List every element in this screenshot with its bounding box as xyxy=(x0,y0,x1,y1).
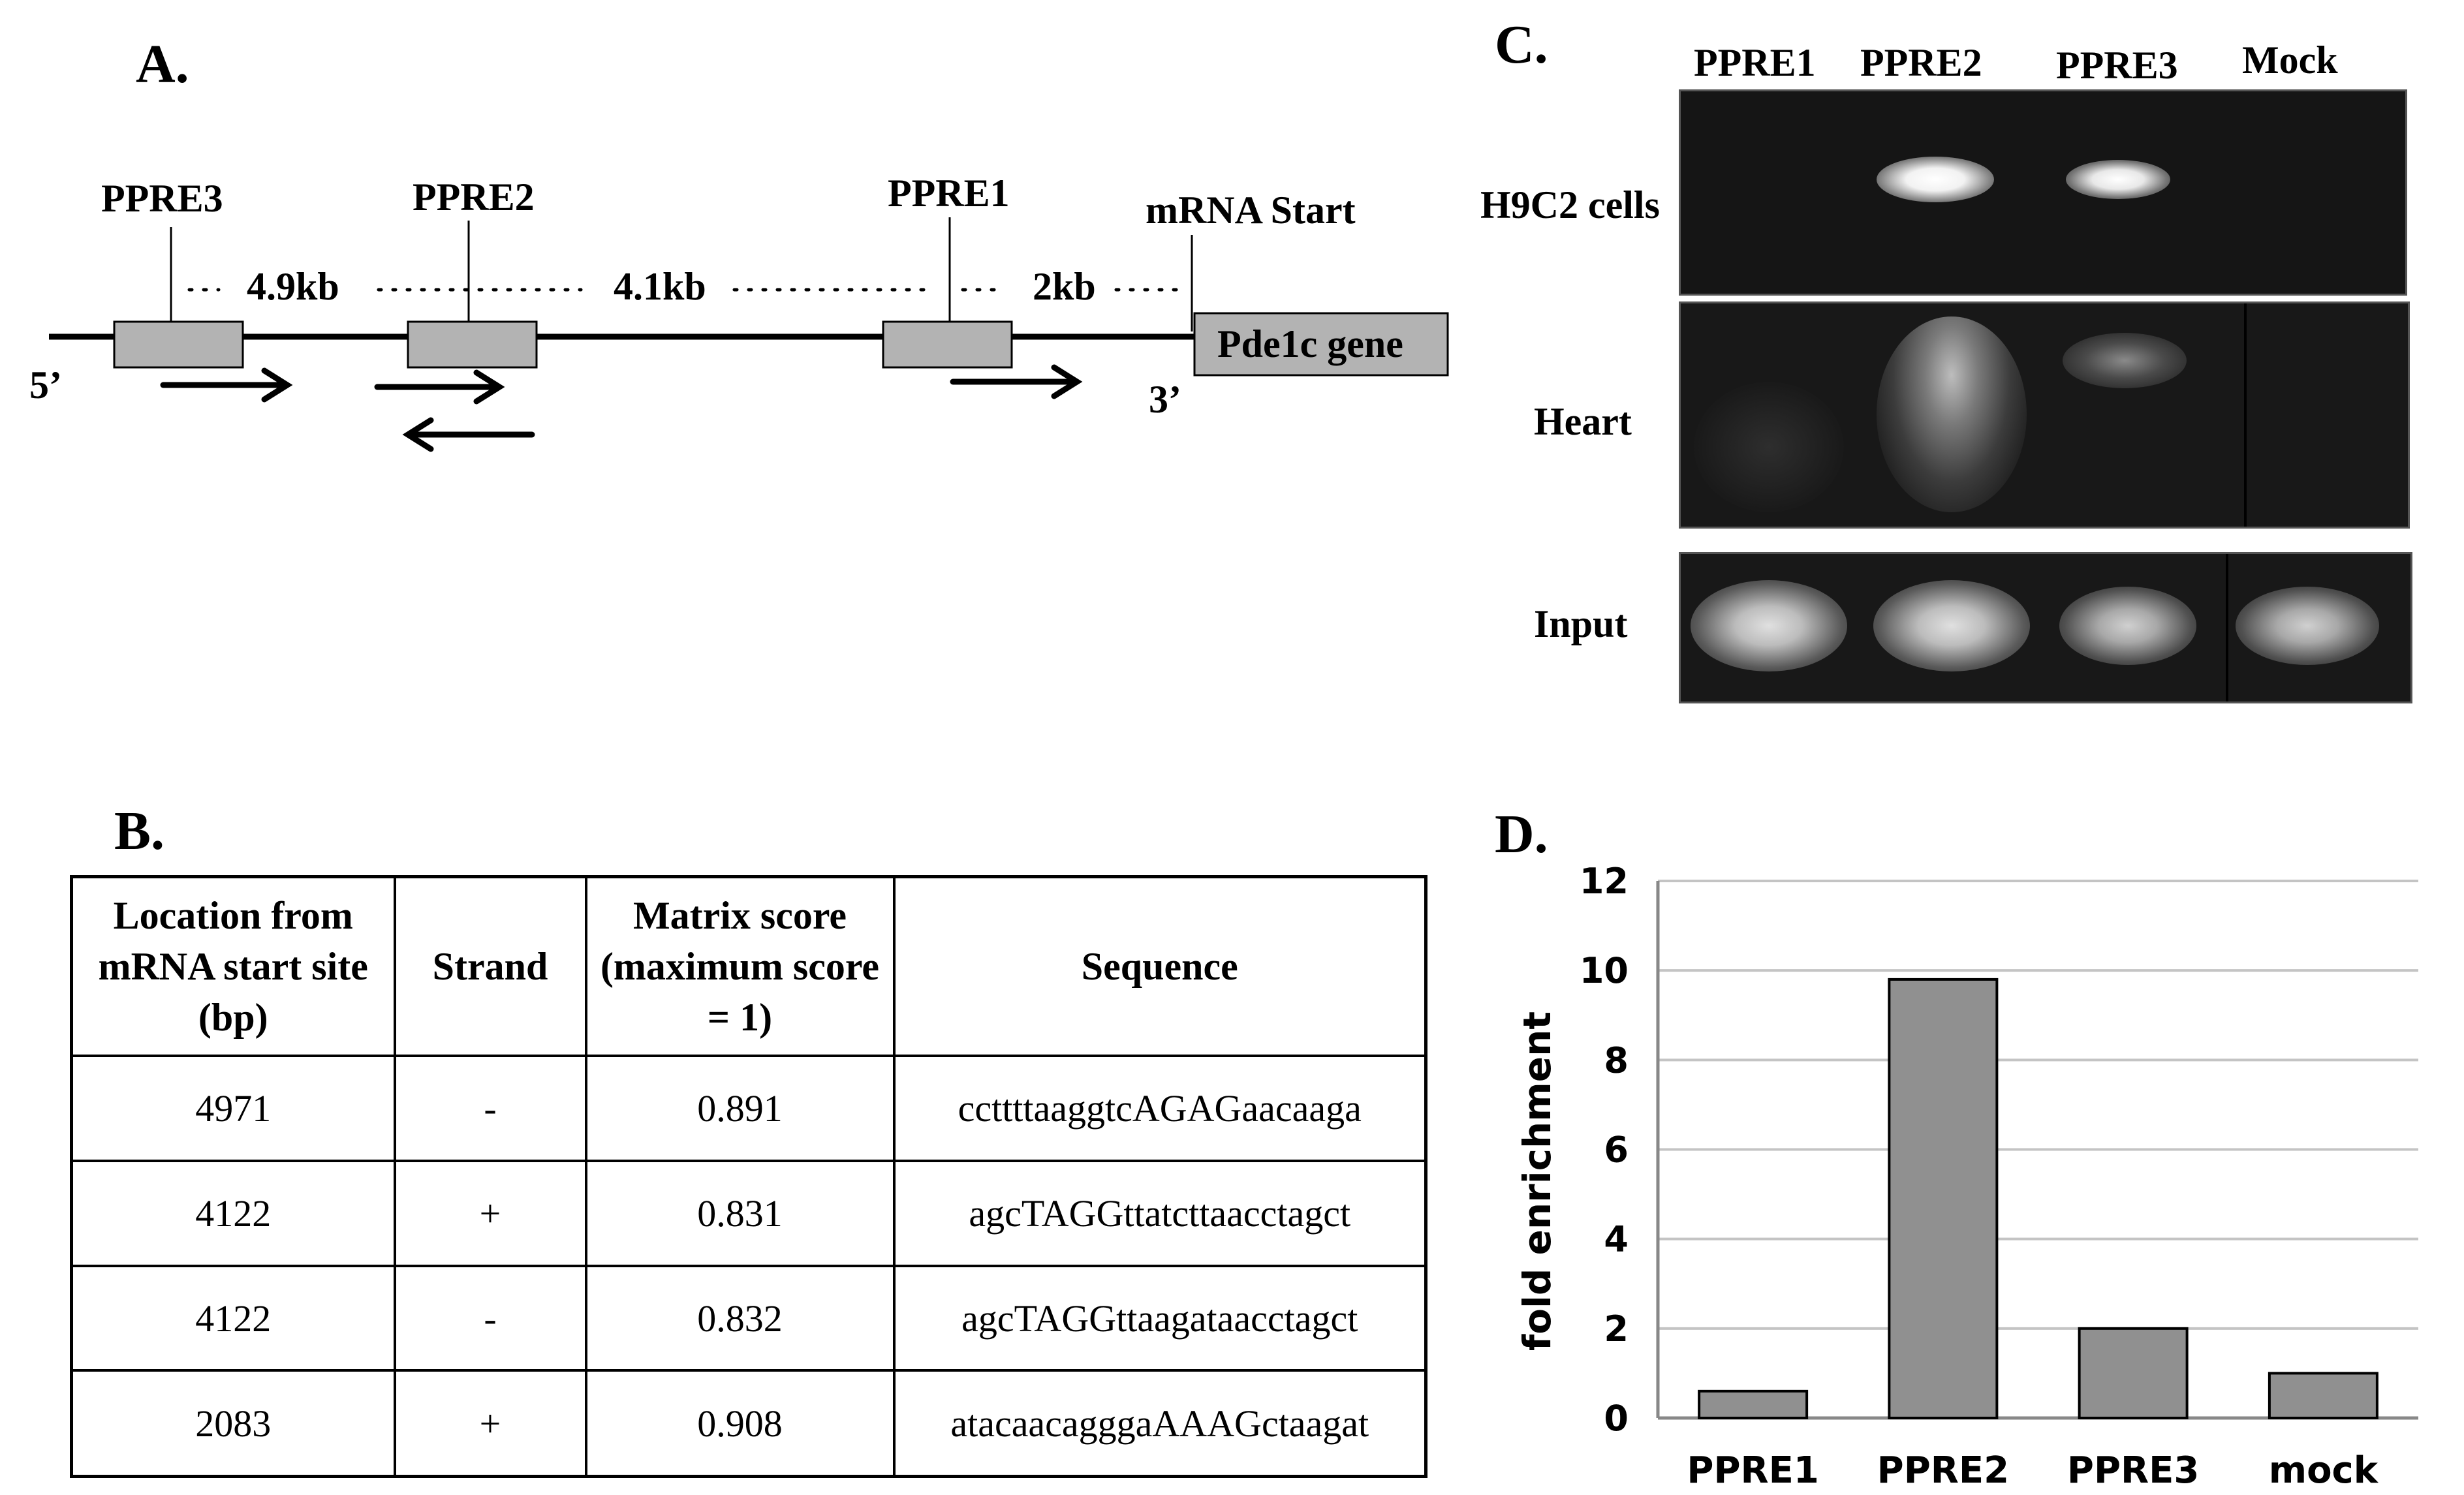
gel-separator xyxy=(2226,554,2228,701)
table-cell: + xyxy=(393,1159,587,1267)
panel-label-b: B. xyxy=(114,801,165,861)
table-cell: 4122 xyxy=(70,1264,396,1372)
table-cell: + xyxy=(393,1369,587,1478)
distance-4-1kb: 4.1kb xyxy=(614,265,706,308)
chart-ylabel: fold enrichment xyxy=(1515,1011,1559,1351)
table-header-sequence: Sequence xyxy=(892,875,1427,1057)
mrna-start-label: mRNA Start xyxy=(1146,189,1356,232)
gel-lane-label-ppre1: PPRE1 xyxy=(1694,41,1816,84)
ppre3-label: PPRE3 xyxy=(101,177,223,220)
gel-row-label-input: Input xyxy=(1534,602,1628,645)
chart-ytick-label: 8 xyxy=(1604,1040,1629,1081)
gel-band xyxy=(1877,316,2027,512)
chart-ytick-label: 10 xyxy=(1580,950,1629,991)
gel-h9c2 xyxy=(1679,89,2407,296)
gel-lane-label-mock: Mock xyxy=(2242,39,2338,82)
table-header-location: Location from mRNA start site (bp) xyxy=(70,875,396,1057)
chart-bar xyxy=(1888,978,1999,1419)
gene-box xyxy=(1193,312,1449,377)
chart-ytick-label: 4 xyxy=(1604,1219,1629,1260)
ppre1-box xyxy=(882,320,1013,369)
table-cell: 0.832 xyxy=(584,1264,896,1372)
gel-band xyxy=(1691,580,1847,671)
three-prime-label: 3’ xyxy=(1149,378,1181,421)
gel-row-label-heart: Heart xyxy=(1534,400,1632,443)
table-cell: - xyxy=(393,1264,587,1372)
table-row: 2083 + 0.908 atacaacagggaAAAGctaagat xyxy=(70,1369,1427,1478)
ppre2-box xyxy=(407,320,538,369)
panel-label-d: D. xyxy=(1495,804,1548,865)
table-cell: agcTAGGttatcttaacctagct xyxy=(892,1159,1427,1267)
table-cell: 0.908 xyxy=(584,1369,896,1478)
chart-bar xyxy=(2268,1372,2378,1420)
distance-4-9kb: 4.9kb xyxy=(247,265,339,308)
panel-label-c: C. xyxy=(1495,14,1548,75)
chart-bar xyxy=(2078,1327,2189,1420)
gene-diagram xyxy=(49,217,1449,452)
table-header-row: Location from mRNA start site (bp) Stran… xyxy=(70,875,1427,1057)
ppre2-label: PPRE2 xyxy=(413,176,535,219)
chart-ytick-label: 6 xyxy=(1604,1130,1629,1171)
gel-band xyxy=(1873,580,2030,671)
chart-ytick-label: 0 xyxy=(1604,1398,1629,1439)
table-cell: 4122 xyxy=(70,1159,396,1267)
gel-band xyxy=(1694,382,1844,512)
five-prime-label: 5’ xyxy=(29,363,62,407)
distance-2kb: 2kb xyxy=(1033,265,1096,308)
gel-row-label-h9c2: H9C2 cells xyxy=(1480,183,1660,226)
gel-band xyxy=(1877,157,1994,202)
table-header-strand: Strand xyxy=(393,875,587,1057)
table-row: 4971 - 0.891 ccttttaaggtcAGAGaacaaga xyxy=(70,1055,1427,1162)
gel-band xyxy=(2063,333,2187,388)
table-cell: - xyxy=(393,1055,587,1162)
chart-ytick-label: 12 xyxy=(1580,861,1629,902)
panel-label-a: A. xyxy=(136,34,189,95)
gel-band xyxy=(2059,587,2196,665)
table-header-matrix-score: Matrix score (maximum score = 1) xyxy=(584,875,896,1057)
ppre3-box xyxy=(113,320,244,369)
gel-heart xyxy=(1679,301,2410,529)
table-cell: ccttttaaggtcAGAGaacaaga xyxy=(892,1055,1427,1162)
table-cell: 2083 xyxy=(70,1369,396,1478)
table-cell: agcTAGGttaagataacctagct xyxy=(892,1264,1427,1372)
table-cell: 0.891 xyxy=(584,1055,896,1162)
gel-band xyxy=(2236,587,2379,665)
table-row: 4122 - 0.832 agcTAGGttaagataacctagct xyxy=(70,1264,1427,1372)
ppre1-label: PPRE1 xyxy=(888,172,1010,215)
chart-bar xyxy=(1698,1389,1809,1420)
chart-category-label: mock xyxy=(2269,1449,2379,1492)
gel-lane-label-ppre2: PPRE2 xyxy=(1860,41,1982,84)
chart-ytick-label: 2 xyxy=(1604,1308,1629,1349)
table-row: 4122 + 0.831 agcTAGGttatcttaacctagct xyxy=(70,1159,1427,1267)
gel-lane-label-ppre3: PPRE3 xyxy=(2056,44,2178,87)
gene-label: Pde1c gene xyxy=(1217,322,1403,365)
gel-band xyxy=(2066,160,2170,199)
gel-input xyxy=(1679,552,2412,703)
ppre-table: Location from mRNA start site (bp) Stran… xyxy=(70,875,1427,1478)
table-cell: 0.831 xyxy=(584,1159,896,1267)
table-cell: 4971 xyxy=(70,1055,396,1162)
table-cell: atacaacagggaAAAGctaagat xyxy=(892,1369,1427,1478)
chart-category-label: PPRE3 xyxy=(2067,1449,2199,1492)
chart-category-label: PPRE1 xyxy=(1687,1449,1818,1492)
gel-separator xyxy=(2244,303,2247,527)
chart-category-label: PPRE2 xyxy=(1877,1449,2009,1492)
